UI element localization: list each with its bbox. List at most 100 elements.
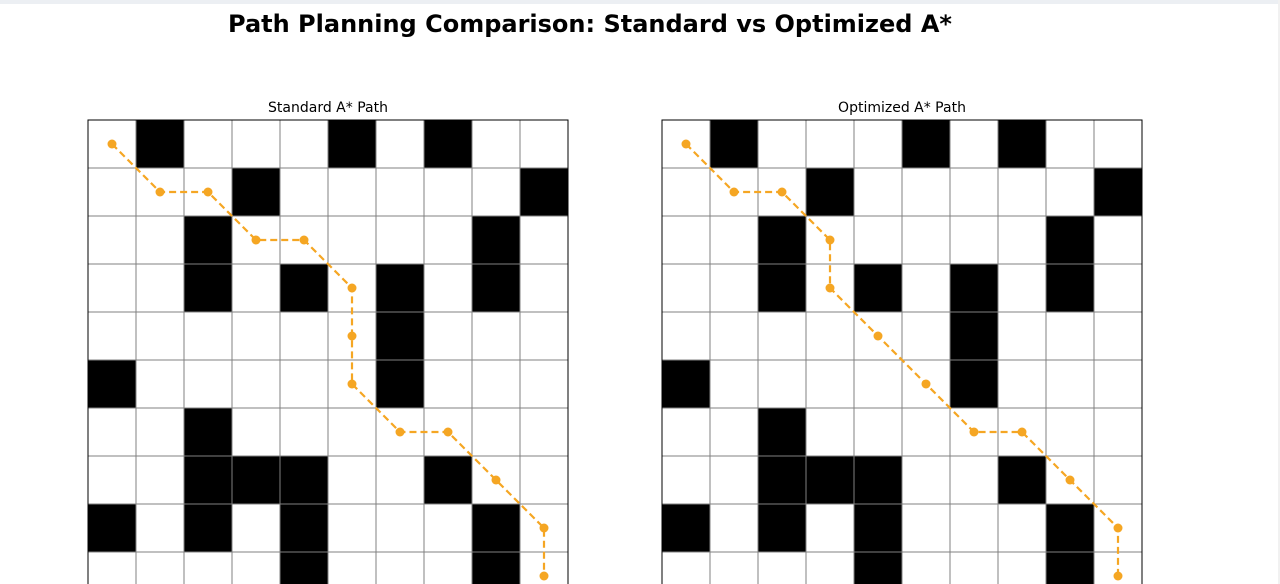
free-cell (710, 504, 758, 552)
free-cell (902, 456, 950, 504)
free-cell (662, 216, 710, 264)
free-cell (998, 504, 1046, 552)
free-cell (472, 312, 520, 360)
obstacle-cell (280, 456, 328, 504)
obstacle-cell (472, 504, 520, 552)
free-cell (806, 312, 854, 360)
path-point (539, 523, 549, 533)
free-cell (232, 504, 280, 552)
path-point (825, 283, 835, 293)
free-cell (758, 312, 806, 360)
free-cell (88, 456, 136, 504)
path-point (203, 187, 213, 197)
path-point (107, 139, 117, 149)
free-cell (280, 312, 328, 360)
free-cell (758, 360, 806, 408)
free-cell (376, 456, 424, 504)
free-cell (424, 360, 472, 408)
obstacle-cell (1046, 264, 1094, 312)
free-cell (1094, 360, 1142, 408)
obstacle-cell (1094, 168, 1142, 216)
free-cell (1094, 408, 1142, 456)
free-cell (424, 504, 472, 552)
free-cell (472, 408, 520, 456)
obstacle-cell (232, 168, 280, 216)
free-cell (280, 360, 328, 408)
path-point (873, 331, 883, 341)
free-cell (902, 168, 950, 216)
free-cell (950, 456, 998, 504)
obstacle-cell (472, 216, 520, 264)
free-cell (88, 552, 136, 584)
free-cell (1094, 120, 1142, 168)
path-point (299, 235, 309, 245)
path-point (395, 427, 405, 437)
free-cell (520, 408, 568, 456)
obstacle-cell (854, 552, 902, 584)
obstacle-cell (88, 504, 136, 552)
free-cell (184, 120, 232, 168)
grid-cells (88, 120, 568, 584)
free-cell (662, 552, 710, 584)
free-cell (902, 312, 950, 360)
free-cell (1046, 408, 1094, 456)
free-cell (184, 360, 232, 408)
free-cell (854, 216, 902, 264)
free-cell (520, 456, 568, 504)
free-cell (136, 552, 184, 584)
standard-astar-panel: Standard A* Path (87, 100, 569, 584)
obstacle-cell (806, 168, 854, 216)
free-cell (376, 120, 424, 168)
free-cell (662, 312, 710, 360)
obstacle-cell (662, 504, 710, 552)
path-layer (107, 139, 549, 581)
free-cell (902, 408, 950, 456)
free-cell (806, 552, 854, 584)
obstacle-cell (280, 264, 328, 312)
free-cell (232, 360, 280, 408)
obstacle-cell (998, 120, 1046, 168)
obstacle-cell (854, 264, 902, 312)
free-cell (424, 168, 472, 216)
obstacle-cell (950, 360, 998, 408)
obstacle-cell (184, 504, 232, 552)
obstacle-cell (472, 264, 520, 312)
free-cell (328, 168, 376, 216)
free-cell (376, 504, 424, 552)
path-point (347, 331, 357, 341)
window-right-border (1278, 0, 1280, 584)
free-cell (950, 552, 998, 584)
free-cell (998, 312, 1046, 360)
free-cell (1094, 264, 1142, 312)
free-cell (902, 264, 950, 312)
free-cell (376, 168, 424, 216)
free-cell (136, 216, 184, 264)
obstacle-cell (758, 456, 806, 504)
obstacle-cell (328, 120, 376, 168)
obstacle-cell (136, 120, 184, 168)
free-cell (902, 216, 950, 264)
obstacle-cell (758, 216, 806, 264)
free-cell (998, 168, 1046, 216)
free-cell (376, 216, 424, 264)
path-point (251, 235, 261, 245)
obstacle-cell (376, 312, 424, 360)
path-point (155, 187, 165, 197)
plot-border (87, 119, 569, 584)
path-point (1113, 523, 1123, 533)
obstacle-cell (758, 504, 806, 552)
free-cell (710, 408, 758, 456)
obstacle-cell (902, 120, 950, 168)
free-cell (950, 504, 998, 552)
obstacle-cell (376, 264, 424, 312)
path-point (681, 139, 691, 149)
path-point (1017, 427, 1027, 437)
free-cell (806, 408, 854, 456)
obstacle-cell (1046, 552, 1094, 584)
obstacle-cell (184, 456, 232, 504)
obstacle-cell (520, 168, 568, 216)
path-point (921, 379, 931, 389)
obstacle-cell (758, 408, 806, 456)
